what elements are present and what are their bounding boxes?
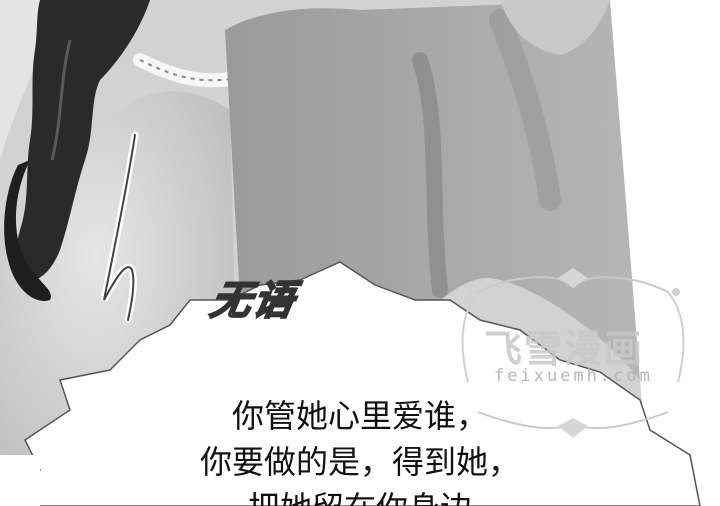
sfx-text: 无语 (206, 277, 300, 325)
panel-margin (610, 0, 720, 506)
hair-curl (4, 160, 51, 301)
jacket-fold (412, 52, 448, 298)
dialogue-line: 你管她心里爱谁， (231, 397, 488, 435)
hair-highlight (50, 39, 72, 161)
dialogue-text: 你管她心里爱谁， 你要做的是，得到她， 把她留在你身边 (140, 393, 580, 506)
dialogue-line: 你要做的是，得到她， (199, 443, 520, 481)
watermark-title: 飞雪漫画 (484, 327, 645, 371)
hand-blur (500, 0, 610, 55)
watermark-url: feixuemh.com (494, 366, 653, 386)
watermark-frame (461, 268, 685, 438)
dialogue-line: 把她留在你身边 (140, 485, 580, 506)
speech-bubble (19, 261, 701, 506)
panel-divider (0, 455, 40, 506)
dark-hair (14, 0, 150, 282)
